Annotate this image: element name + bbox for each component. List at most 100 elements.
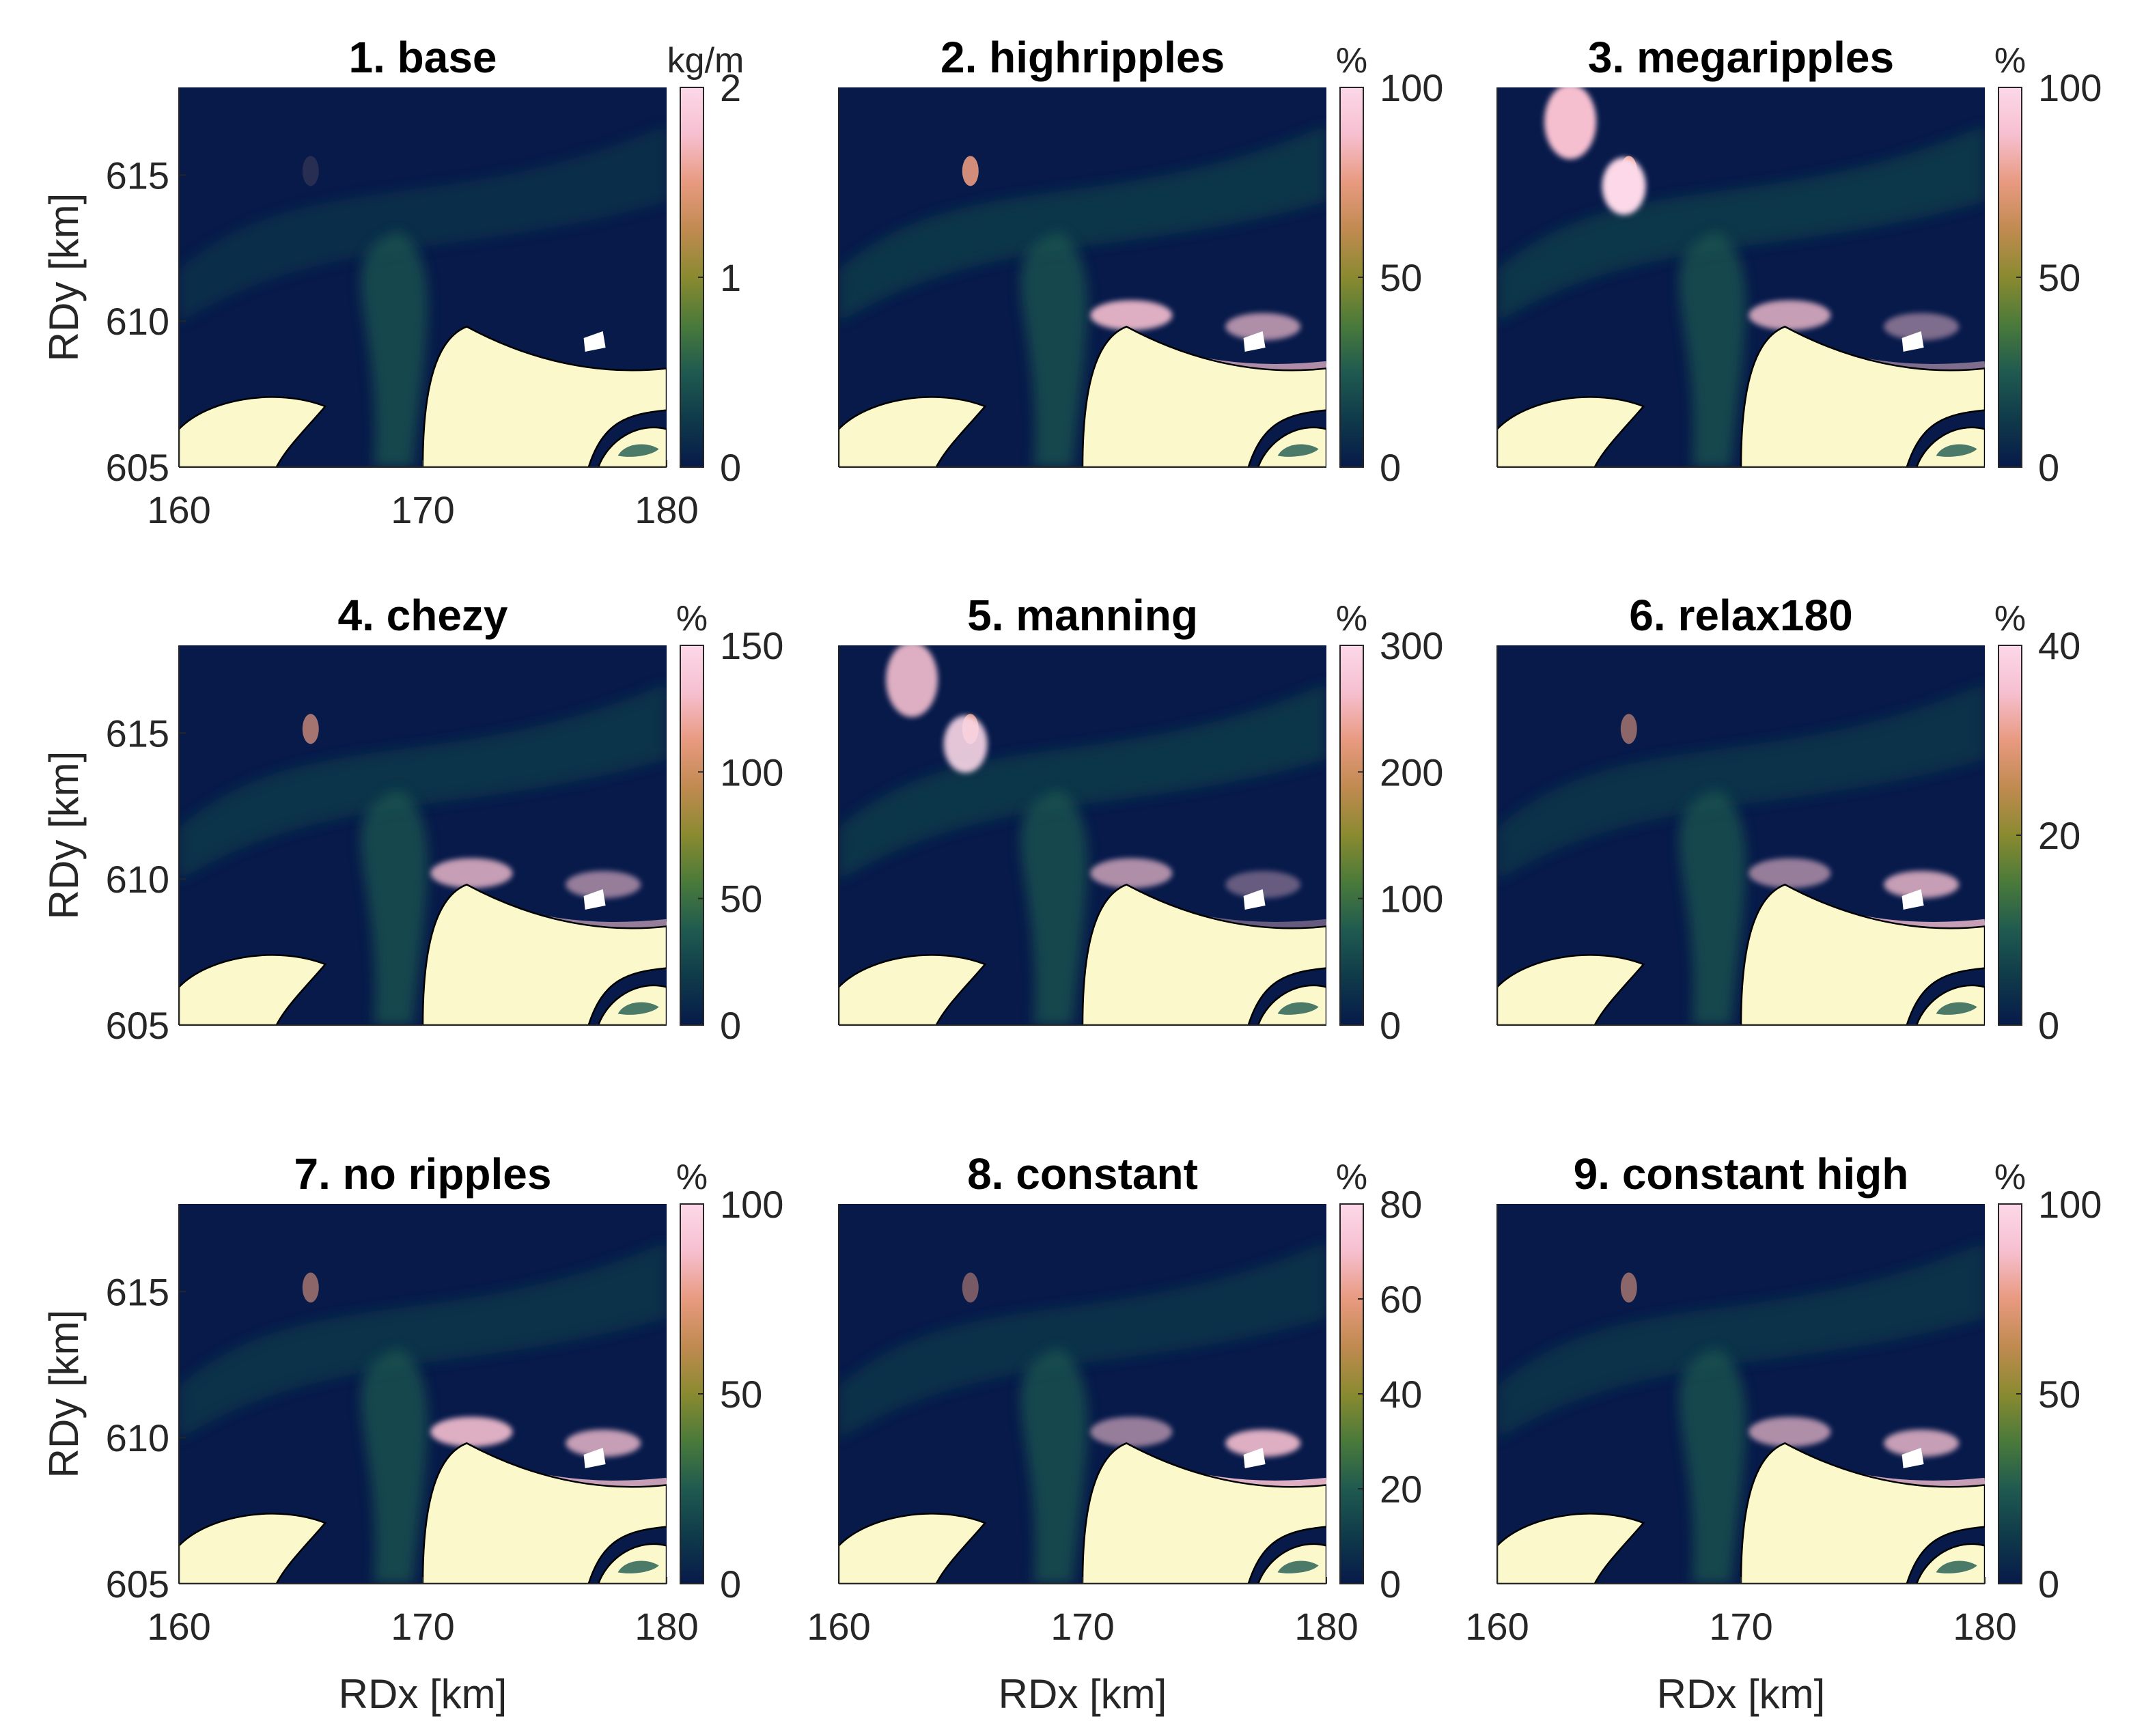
inlet-channel [1679, 789, 1746, 1025]
colorbar-tick-label: 50 [2038, 1373, 2080, 1416]
colorbar-tick-label: 100 [720, 1183, 783, 1226]
map-area [179, 87, 667, 467]
land-island [1081, 883, 1326, 1025]
colorbar-tick-label: 60 [1380, 1278, 1422, 1321]
x-tick-label: 180 [635, 488, 698, 531]
colorbar-tick-label: 40 [2038, 624, 2080, 667]
hotspot-shoal [1749, 1416, 1831, 1447]
colorbar-tick-label: 0 [2038, 446, 2059, 489]
land-island [421, 325, 667, 467]
x-axis-label: RDx [km] [1657, 1671, 1826, 1717]
panel-4: 4. chezy 605 610 615 RDy [km] 0 50 100 150% [41, 591, 783, 1047]
tidal-flat [1936, 444, 1977, 457]
y-tick-label: 615 [106, 154, 169, 197]
colorbar-tick-label: 50 [720, 1373, 762, 1416]
colorbar-tick-label: 0 [1380, 1004, 1401, 1047]
x-tick-label: 170 [1050, 1605, 1114, 1648]
channel-shading [839, 125, 1326, 323]
y-axis-label: RDy [km] [41, 193, 87, 362]
colorbar-unit: % [1994, 41, 2026, 81]
channel-shading [179, 683, 667, 881]
y-tick-label: 615 [106, 1270, 169, 1313]
colorbar-tick-label: 20 [2038, 814, 2080, 857]
inlet-channel [361, 232, 428, 467]
no-data-patch [1243, 331, 1266, 352]
map-area [1497, 645, 1985, 1025]
channel-shading [1497, 683, 1985, 881]
map-area [1497, 1204, 1985, 1584]
channel-shading [179, 125, 667, 323]
hotspot-north [302, 156, 319, 186]
hotspot-east [1884, 871, 1960, 899]
no-data-patch [1902, 888, 1924, 910]
land-southwest [179, 1513, 327, 1584]
x-tick-label: 160 [147, 1605, 210, 1648]
y-tick-label: 610 [106, 300, 169, 343]
panel-7: 7. no ripples 605 610 615 160 170 180 RDy [km] R… [41, 1149, 783, 1717]
colorbar-tick-label: 0 [2038, 1563, 2059, 1606]
inlet-channel [361, 789, 428, 1025]
hotspot-north [962, 156, 979, 186]
channel-shading [1497, 125, 1985, 323]
channel-shading [839, 683, 1326, 881]
tidal-flat [1936, 1002, 1977, 1015]
hotspot-shoal [430, 858, 513, 888]
panel-title: 1. base [348, 33, 497, 82]
hotspot-northwest [886, 645, 938, 718]
colorbar-tick-label: 300 [1380, 624, 1443, 667]
colorbar-unit: % [1336, 41, 1367, 81]
colorbar-tick-label: 50 [2038, 256, 2080, 299]
hotspot-shoal [1090, 858, 1173, 888]
inlet-channel [1679, 232, 1746, 467]
land-island [1740, 325, 1985, 467]
land-island [1081, 1442, 1326, 1584]
hotspot-shoal [1090, 1416, 1173, 1447]
land-island [421, 1442, 667, 1584]
hotspot-north [1620, 714, 1637, 744]
colorbar-unit: % [676, 1158, 708, 1197]
no-data-patch [1902, 1447, 1924, 1468]
x-axis-label: RDx [km] [339, 1671, 507, 1717]
panel-3: 3. megaripples 0 50 100% [1496, 33, 2102, 489]
colorbar-unit: % [676, 599, 708, 639]
x-tick-label: 160 [147, 488, 210, 531]
channel-shading [1497, 1242, 1985, 1440]
hotspot-north [302, 1272, 319, 1303]
colorbar-unit: % [1994, 1158, 2026, 1197]
colorbar-tick-label: 20 [1380, 1468, 1422, 1511]
map-area [839, 87, 1326, 467]
panel-5: 5. manning 0 100 200 300% [838, 591, 1443, 1047]
colorbar-tick-label: 200 [1380, 751, 1443, 794]
hotspot-east [1884, 1429, 1960, 1457]
tidal-flat [1936, 1560, 1977, 1573]
hotspot-shoal [1749, 300, 1831, 331]
panel-1: 1. base 605 610 615 160 170 180 RDy [km] 0 1 2kg/m [41, 33, 744, 531]
colorbar-tick-label: 100 [2038, 1183, 2102, 1226]
land-southwest [839, 1513, 987, 1584]
channel-shading [839, 1242, 1326, 1440]
panel-2: 2. highripples 0 50 100% [838, 33, 1443, 489]
colorbar-tick-label: 0 [720, 1563, 741, 1606]
hotspot-east [1225, 313, 1301, 341]
colorbar-tick-label: 2 [720, 66, 741, 109]
panel-6: 6. relax180 0 20 40% [1496, 591, 2080, 1047]
land-island [1740, 883, 1985, 1025]
hotspot-shoal [1090, 300, 1173, 331]
x-tick-label: 170 [391, 1605, 454, 1648]
x-tick-label: 180 [1294, 1605, 1358, 1648]
panel-title: 9. constant high [1574, 1149, 1909, 1199]
panel-title: 4. chezy [337, 591, 507, 640]
hotspot-shoal [1749, 858, 1831, 888]
y-axis-label: RDy [km] [41, 751, 87, 920]
colorbar-tick-label: 150 [720, 624, 783, 667]
panel-title: 7. no ripples [294, 1149, 552, 1199]
colorbar-tick-label: 100 [720, 751, 783, 794]
colorbar [680, 645, 704, 1026]
no-data-patch [1243, 888, 1266, 910]
channel-shading [179, 1242, 667, 1440]
y-tick-label: 610 [106, 858, 169, 901]
panel-title: 6. relax180 [1629, 591, 1852, 640]
colorbar [1339, 645, 1364, 1026]
hotspot-northwest [1544, 87, 1597, 160]
